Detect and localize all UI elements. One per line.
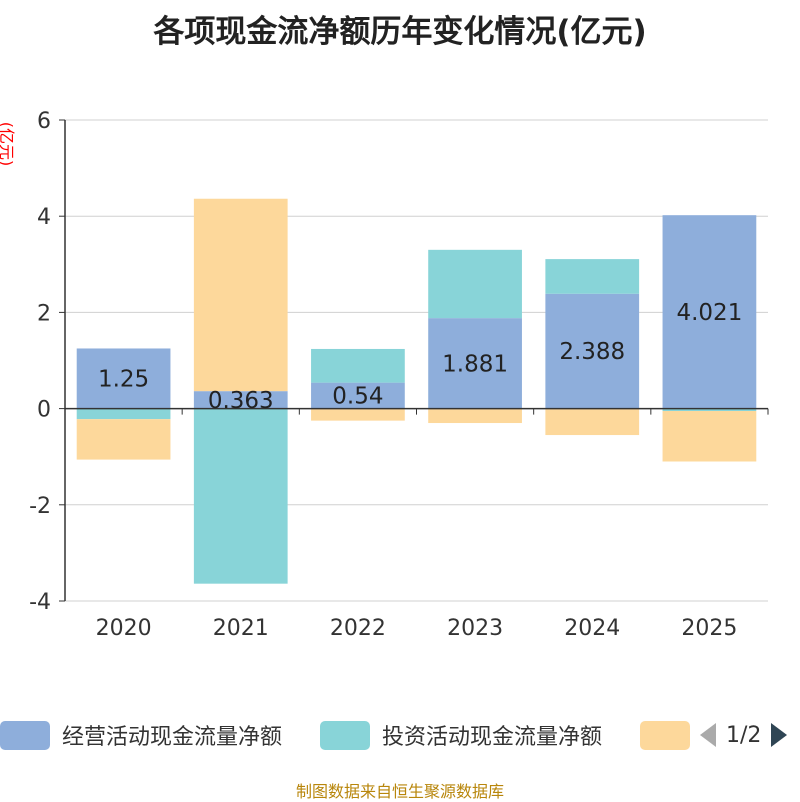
bar-segment bbox=[311, 408, 405, 421]
chevron-left-icon[interactable] bbox=[700, 723, 716, 747]
chart-title: 各项现金流净额历年变化情况(亿元) bbox=[153, 14, 647, 50]
bar-segment bbox=[76, 419, 171, 460]
bar-segment bbox=[311, 382, 405, 409]
y-tick-label: 6 bbox=[37, 109, 51, 134]
data-label: 4.021 bbox=[676, 300, 742, 326]
x-tick-label: 2023 bbox=[447, 616, 503, 641]
legend-swatch bbox=[640, 720, 690, 750]
bar-segment bbox=[545, 293, 640, 409]
legend-swatch bbox=[320, 720, 370, 750]
bar-segment bbox=[193, 408, 288, 584]
axes: 6 4 2 0 -2 -4 2020 2021 2022 2023 2024 2025 bbox=[29, 109, 769, 641]
y-tick-label: 2 bbox=[37, 301, 51, 326]
bar-segment bbox=[428, 318, 522, 409]
legend: 经营活动现金流量净额 投资活动现金流量净额 1/2 bbox=[0, 714, 800, 756]
legend-label: 投资活动现金流量净额 bbox=[382, 725, 603, 750]
y-tick-label: -4 bbox=[29, 590, 51, 615]
x-tick-label: 2020 bbox=[96, 616, 152, 641]
legend-pager: 1/2 bbox=[700, 714, 788, 756]
legend-page-indicator: 1/2 bbox=[726, 722, 762, 748]
bar-segment bbox=[193, 198, 288, 392]
bar-segment bbox=[76, 408, 171, 420]
legend-item-operating[interactable]: 经营活动现金流量净额 bbox=[0, 714, 282, 756]
data-label: 1.25 bbox=[98, 367, 149, 393]
y-tick-label: -2 bbox=[29, 494, 51, 519]
data-label: 0.363 bbox=[208, 388, 274, 414]
y-tick-label: 4 bbox=[37, 205, 51, 230]
bars bbox=[76, 198, 757, 584]
legend-swatch bbox=[0, 720, 50, 750]
bar-segment bbox=[76, 348, 171, 409]
legend-item-financing[interactable] bbox=[640, 714, 690, 756]
chevron-right-icon[interactable] bbox=[771, 723, 788, 747]
bar-segment bbox=[428, 408, 522, 424]
chart-area: 6 4 2 0 -2 -4 2020 2021 2022 2023 2024 2025 1.25 0.3… bbox=[29, 109, 769, 641]
bar-segment bbox=[545, 408, 640, 436]
x-tick-label: 2025 bbox=[681, 616, 737, 641]
legend-item-investing[interactable]: 投资活动现金流量净额 bbox=[320, 714, 602, 756]
bar-segment bbox=[311, 348, 405, 383]
data-labels: 1.25 0.363 0.54 1.881 2.388 4.021 bbox=[98, 300, 742, 414]
x-tick-label: 2021 bbox=[213, 616, 269, 641]
bar-segment bbox=[662, 411, 757, 462]
bar-segment bbox=[662, 408, 757, 412]
bar-segment bbox=[428, 249, 522, 319]
x-tick-label: 2022 bbox=[330, 616, 386, 641]
x-tick-label: 2024 bbox=[564, 616, 620, 641]
legend-label: 经营活动现金流量净额 bbox=[62, 725, 283, 750]
y-tick-label: 0 bbox=[37, 398, 51, 423]
data-label: 2.388 bbox=[559, 339, 625, 365]
data-source-note: 制图数据来自恒生聚源数据库 bbox=[295, 782, 504, 801]
data-label: 0.54 bbox=[332, 384, 383, 410]
bar-segment bbox=[662, 215, 757, 409]
bar-segment bbox=[545, 259, 640, 294]
data-label: 1.881 bbox=[442, 351, 508, 377]
bar-segment bbox=[193, 391, 288, 409]
